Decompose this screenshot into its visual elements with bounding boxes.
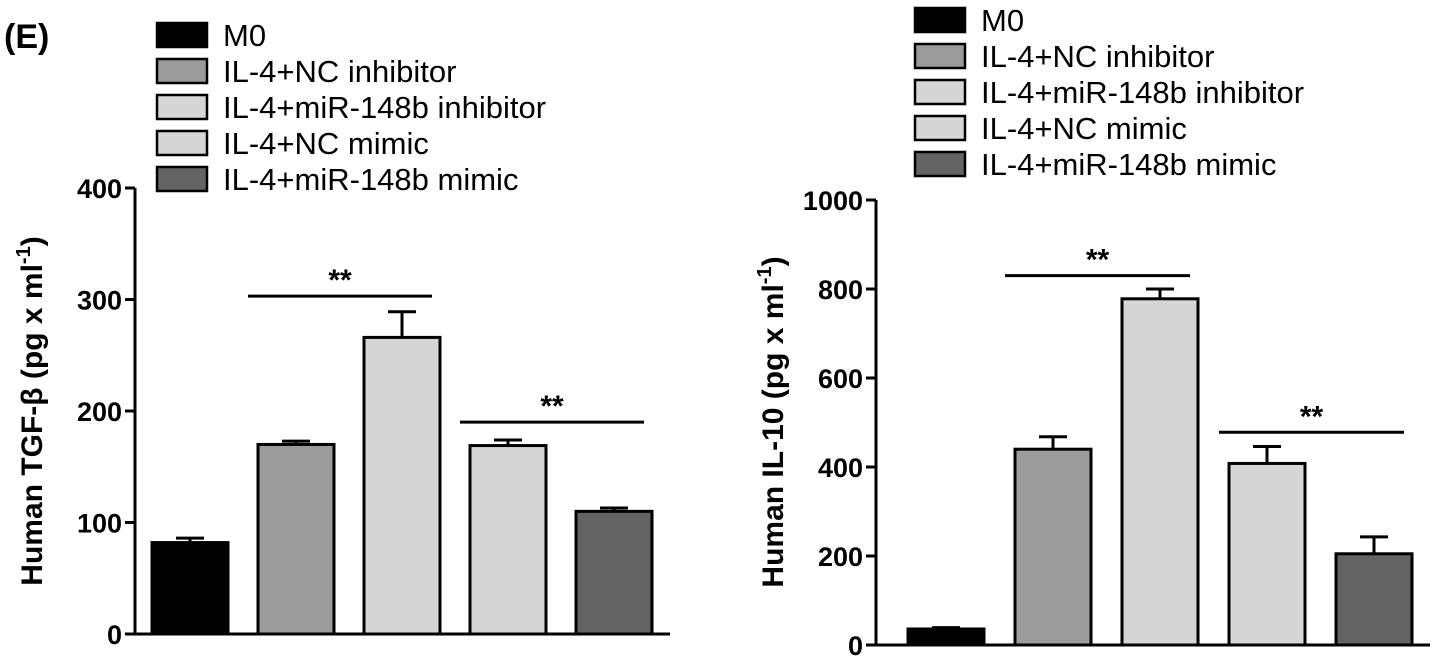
y-axis-label-close: ) — [16, 236, 49, 246]
legend-swatch-il-4-mir-148b-inhibitor — [155, 93, 209, 121]
legend-label-il-4-mir-148b-inhibitor: IL-4+miR-148b inhibitor — [223, 90, 546, 125]
y-tick-label-200: 200 — [77, 397, 122, 427]
legend-label-m0: M0 — [981, 3, 1024, 38]
legend-label-m0: M0 — [223, 18, 266, 53]
y-tick-label-100: 100 — [77, 509, 122, 539]
legend-label-il-4-nc-mimic: IL-4+NC mimic — [981, 111, 1187, 146]
bar-m0 — [150, 541, 230, 636]
y-axis-label-superscript: -1 — [13, 246, 35, 264]
panel-label: (E) — [4, 18, 49, 56]
y-axis-label-main: Human TGF-β (pg x ml — [16, 264, 49, 586]
legend-swatch-il-4-mir-148b-inhibitor — [913, 78, 967, 106]
bar-il-4-mir-148b-inhibitor — [362, 335, 442, 636]
legend-label-il-4-nc-mimic: IL-4+NC mimic — [223, 126, 429, 161]
bar-m0 — [906, 627, 986, 647]
bar-il-4-mir-148b-inhibitor — [1120, 297, 1200, 647]
bar-il-4-nc-mimic — [468, 444, 548, 636]
y-axis-label: Human TGF-β (pg x ml-1) — [13, 236, 49, 585]
y-tick-label-400: 400 — [77, 174, 122, 204]
legend-swatch-il-4-nc-inhibitor — [155, 57, 209, 85]
legend-swatch-il-4-nc-mimic — [155, 129, 209, 157]
y-tick-label-0: 0 — [107, 620, 122, 650]
bar-il-4-nc-inhibitor — [256, 442, 336, 636]
legend-swatch-il-4-nc-mimic — [913, 114, 967, 142]
significance-label-1: ** — [540, 390, 564, 423]
legend-label-il-4-mir-148b-inhibitor: IL-4+miR-148b inhibitor — [981, 75, 1304, 110]
significance-label-0: ** — [1086, 244, 1110, 277]
legend-swatch-il-4-mir-148b-mimic — [913, 150, 967, 178]
y-tick-label-400: 400 — [818, 453, 863, 483]
legend-swatch-m0 — [155, 21, 209, 49]
y-tick-label-200: 200 — [818, 542, 863, 572]
y-tick-label-0: 0 — [848, 631, 863, 661]
y-axis-label-superscript: -1 — [754, 266, 776, 284]
bar-il-4-mir-148b-mimic — [574, 509, 654, 636]
legend-swatch-m0 — [913, 6, 967, 34]
significance-label-0: ** — [328, 264, 352, 297]
y-axis-label: Human IL-10 (pg x ml-1) — [754, 256, 790, 587]
legend-swatch-il-4-mir-148b-mimic — [155, 165, 209, 193]
y-tick-label-600: 600 — [818, 364, 863, 394]
significance-label-1: ** — [1300, 400, 1324, 433]
legend-label-il-4-mir-148b-mimic: IL-4+miR-148b mimic — [223, 162, 518, 197]
y-tick-label-800: 800 — [818, 275, 863, 305]
legend-label-il-4-mir-148b-mimic: IL-4+miR-148b mimic — [981, 147, 1276, 182]
legend-label-il-4-nc-inhibitor: IL-4+NC inhibitor — [223, 54, 456, 89]
y-tick-label-1000: 1000 — [803, 186, 863, 216]
bar-il-4-mir-148b-mimic — [1334, 552, 1414, 647]
bar-il-4-nc-mimic — [1227, 461, 1307, 647]
y-axis-label-main: Human IL-10 (pg x ml — [757, 284, 790, 587]
y-tick-label-300: 300 — [77, 286, 122, 316]
legend-label-il-4-nc-inhibitor: IL-4+NC inhibitor — [981, 39, 1214, 74]
y-axis-label-close: ) — [757, 256, 790, 266]
legend-swatch-il-4-nc-inhibitor — [913, 42, 967, 70]
bar-il-4-nc-inhibitor — [1013, 447, 1093, 647]
